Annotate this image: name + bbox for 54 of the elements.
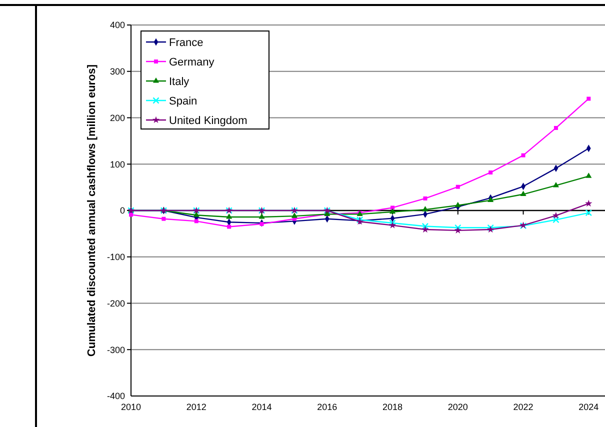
point bbox=[454, 202, 461, 208]
x-tick-label: 2024 bbox=[578, 402, 599, 412]
point bbox=[454, 224, 462, 232]
point bbox=[227, 224, 232, 229]
point bbox=[488, 196, 494, 202]
point bbox=[552, 212, 560, 219]
x-tick-label: 2018 bbox=[382, 402, 403, 412]
y-tick-label: 100 bbox=[110, 159, 125, 170]
point bbox=[193, 212, 200, 217]
legend-label: Spain bbox=[169, 95, 198, 108]
point bbox=[422, 222, 429, 230]
point bbox=[258, 213, 265, 219]
point bbox=[422, 206, 428, 212]
point bbox=[586, 172, 592, 178]
x-tick-label: 2016 bbox=[317, 402, 338, 412]
point bbox=[291, 212, 298, 218]
point bbox=[520, 190, 526, 196]
point bbox=[162, 216, 166, 221]
point bbox=[585, 200, 592, 207]
point bbox=[454, 226, 462, 234]
point bbox=[422, 226, 429, 233]
point bbox=[521, 153, 526, 158]
point bbox=[585, 209, 592, 216]
y-tick-label: 400 bbox=[110, 20, 125, 30]
x-tick-label: 2010 bbox=[120, 402, 142, 412]
point bbox=[552, 216, 560, 224]
point bbox=[226, 213, 232, 219]
legend-label: United Kingdom bbox=[169, 114, 248, 127]
point bbox=[129, 212, 133, 217]
point bbox=[456, 184, 460, 189]
legend-label: Italy bbox=[169, 76, 190, 88]
x-tick-label: 2020 bbox=[448, 402, 468, 412]
point bbox=[389, 208, 396, 214]
point bbox=[390, 206, 395, 210]
y-tick-label: -100 bbox=[106, 252, 125, 262]
y-tick-label: 200 bbox=[110, 112, 125, 123]
point bbox=[554, 126, 558, 130]
y-tick-label: -400 bbox=[106, 391, 125, 402]
legend-label: Germany bbox=[169, 56, 215, 68]
point bbox=[194, 219, 198, 224]
point bbox=[260, 222, 264, 226]
y-tick-label: 0 bbox=[120, 206, 125, 216]
point bbox=[423, 196, 428, 200]
legend-label: France bbox=[169, 36, 204, 49]
x-tick-label: 2022 bbox=[513, 402, 534, 412]
x-tick-label: 2012 bbox=[186, 402, 206, 412]
point bbox=[488, 170, 493, 174]
y-tick-label: -200 bbox=[106, 298, 125, 308]
y-tick-label: -300 bbox=[106, 344, 125, 355]
y-tick-label: 300 bbox=[110, 66, 125, 77]
point bbox=[586, 96, 591, 101]
y-axis-title: Cumulated discounted annual cashflows [million euros] bbox=[86, 64, 98, 357]
point bbox=[552, 182, 560, 188]
x-tick-label: 2014 bbox=[252, 402, 272, 412]
